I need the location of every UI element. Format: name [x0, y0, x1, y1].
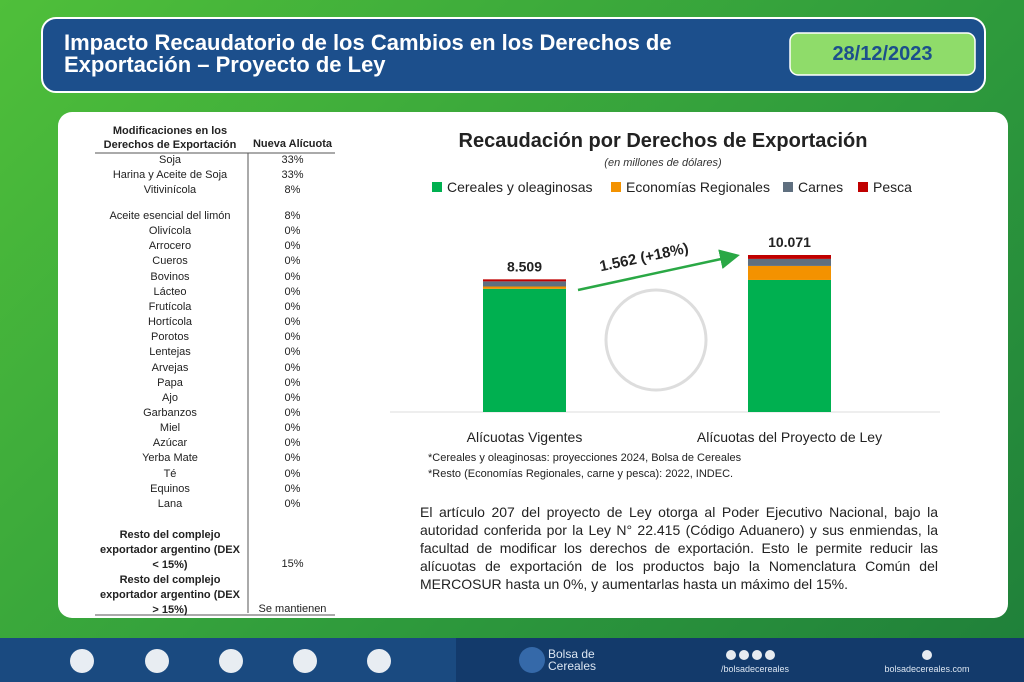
table-label: Frutícola	[148, 300, 192, 313]
table-value: 0%	[284, 376, 301, 389]
table-label: Resto del complejo exportador argentino …	[100, 573, 240, 616]
table-label: Porotos	[151, 331, 189, 344]
table-value: 0%	[284, 285, 301, 298]
table-label: Arvejas	[151, 361, 189, 374]
table-value: 0%	[284, 225, 301, 238]
table-label: Arrocero	[148, 240, 192, 253]
footer-icons	[70, 647, 932, 673]
growth-arrow	[577, 249, 740, 292]
table-label: Vitivinícola	[143, 184, 197, 196]
bar-segment	[748, 265, 831, 280]
table-value: 8%	[284, 184, 301, 196]
table-label: Harina y Aceite de Soja	[112, 169, 228, 181]
table-value: 0%	[284, 361, 301, 374]
legend-label: Economías Regionales	[626, 179, 770, 195]
table-value: 33%	[281, 169, 304, 181]
table-value: 0%	[284, 270, 301, 283]
header-bar	[41, 17, 986, 93]
legend-label: Pesca	[873, 179, 912, 195]
table-label: Garbanzos	[143, 406, 197, 419]
table-value: 0%	[284, 300, 301, 313]
bar-segment	[483, 279, 566, 282]
table-header: Modificaciones en los Derechos de Export…	[103, 125, 237, 151]
table-value: 0%	[284, 331, 301, 344]
table-value: 0%	[284, 255, 301, 268]
table-label: Bovinos	[150, 270, 190, 283]
bar-segment	[748, 255, 831, 259]
table-label: Equinos	[150, 482, 190, 495]
table-label: Olivícola	[148, 225, 192, 238]
table-value: 0%	[284, 437, 301, 450]
table-label: Hortícola	[147, 316, 193, 329]
table-label: Ajo	[162, 391, 178, 404]
table-label: Soja	[158, 154, 182, 166]
chart-subtitle: (en millones de dólares)	[604, 157, 722, 169]
web: bolsadecereales.com	[884, 664, 970, 674]
legend-swatch	[783, 182, 793, 192]
table-label: Cueros	[152, 255, 188, 268]
title: Impacto Recaudatorio de los Cambios en l…	[64, 30, 672, 77]
table-value: 0%	[284, 452, 301, 465]
category-label: Alícuotas Vigentes	[467, 429, 583, 445]
table-value: 0%	[284, 406, 301, 419]
bar-segment	[483, 286, 566, 289]
social: /bolsadecereales	[720, 664, 790, 674]
note: *Resto (Economías Regionales, carne y pe…	[428, 468, 733, 480]
table-value: 0%	[284, 240, 301, 253]
total-label: 10.071	[768, 234, 811, 250]
table-value: 33%	[281, 154, 304, 166]
table-label: Papa	[157, 376, 183, 389]
date: 28/12/2023	[832, 43, 933, 65]
watermark	[604, 288, 708, 392]
note: *Cereales y oleaginosas: proyecciones 20…	[428, 452, 742, 464]
table-value: 0%	[284, 346, 301, 359]
table-value: Se mantienen	[258, 602, 327, 615]
paragraph: El artículo 207 del proyecto de Ley otor…	[420, 504, 938, 592]
table-label: Té	[163, 467, 177, 480]
table-label: Resto del complejo exportador argentino …	[100, 529, 240, 571]
table-value: 0%	[284, 497, 301, 510]
table-label: Azúcar	[152, 437, 188, 450]
table-value: 8%	[284, 210, 301, 222]
table-value: 0%	[284, 482, 301, 495]
table-label: Lácteo	[153, 285, 187, 298]
legend-swatch	[432, 182, 442, 192]
table-label: Lana	[157, 497, 183, 510]
table-value: 0%	[284, 422, 301, 435]
table-label: Aceite esencial del limón	[109, 210, 231, 222]
legend-label: Cereales y oleaginosas	[447, 179, 593, 195]
bar-segment	[483, 281, 566, 287]
bar-segment	[483, 288, 566, 412]
table-label: Miel	[159, 422, 181, 435]
table-header: Nueva Alícuota	[252, 138, 333, 150]
table-label: Lentejas	[149, 346, 191, 359]
date-box	[789, 32, 976, 76]
table-value: 0%	[284, 467, 301, 480]
bar-segment	[748, 258, 831, 266]
table-value: 0%	[284, 316, 301, 329]
category-label: Alícuotas del Proyecto de Ley	[697, 429, 882, 445]
brand: Bolsa de Cereales	[548, 647, 597, 673]
table-value: 15%	[281, 558, 304, 570]
chart-title: Recaudación por Derechos de Exportación	[459, 130, 868, 152]
legend-label: Carnes	[798, 179, 843, 195]
legend-swatch	[611, 182, 621, 192]
table-label: Yerba Mate	[142, 452, 198, 465]
table-value: 0%	[284, 391, 301, 404]
total-label: 8.509	[507, 258, 542, 274]
bar-segment	[748, 279, 831, 412]
legend-swatch	[858, 182, 868, 192]
